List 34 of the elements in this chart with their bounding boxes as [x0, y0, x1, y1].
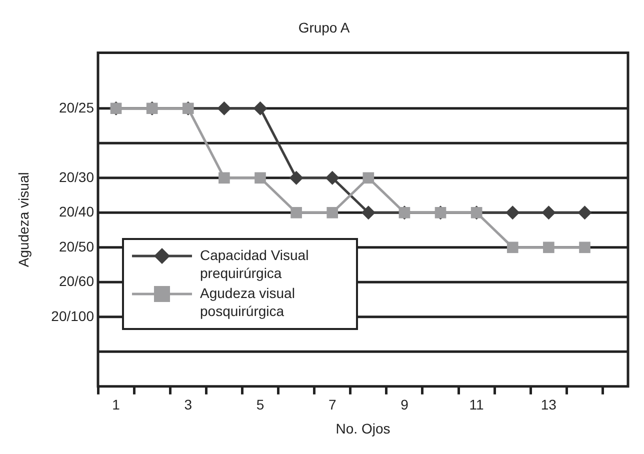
x-tick-label: 3 — [184, 396, 192, 413]
point — [543, 242, 554, 254]
text: 20/100 — [51, 308, 94, 324]
x-axis-title: No. Ojos — [336, 420, 390, 436]
point — [290, 206, 302, 218]
point — [218, 172, 230, 184]
point — [253, 101, 268, 116]
x-tick-label: 11 — [469, 396, 484, 413]
x-tick-label: 9 — [400, 396, 409, 413]
text: 20/25 — [58, 99, 94, 116]
y-axis-title: Agudeza visual — [15, 172, 32, 268]
point — [579, 242, 590, 254]
point — [578, 206, 592, 220]
x-tick-label: 13 — [540, 396, 557, 413]
point — [506, 206, 520, 220]
point — [289, 170, 304, 185]
point — [326, 206, 338, 218]
point — [361, 206, 376, 220]
x-tick-label: 7 — [328, 396, 336, 413]
text: 20/60 — [58, 273, 94, 290]
text: 20/30 — [58, 168, 94, 185]
chart-title: Grupo A — [298, 19, 350, 36]
x-tick-label: 1 — [112, 396, 120, 413]
point — [217, 101, 232, 116]
point — [254, 172, 266, 184]
point — [506, 242, 518, 254]
text: 20/50 — [58, 238, 94, 254]
legend-label: Capacidad Visual prequirúrgica — [200, 246, 310, 282]
point — [542, 206, 556, 220]
text: 20/40 — [58, 204, 94, 220]
legend-label: Agudeza visual posquirúrgica — [200, 284, 296, 320]
point — [325, 170, 340, 185]
point — [362, 172, 374, 184]
x-tick-label: 5 — [256, 396, 264, 413]
